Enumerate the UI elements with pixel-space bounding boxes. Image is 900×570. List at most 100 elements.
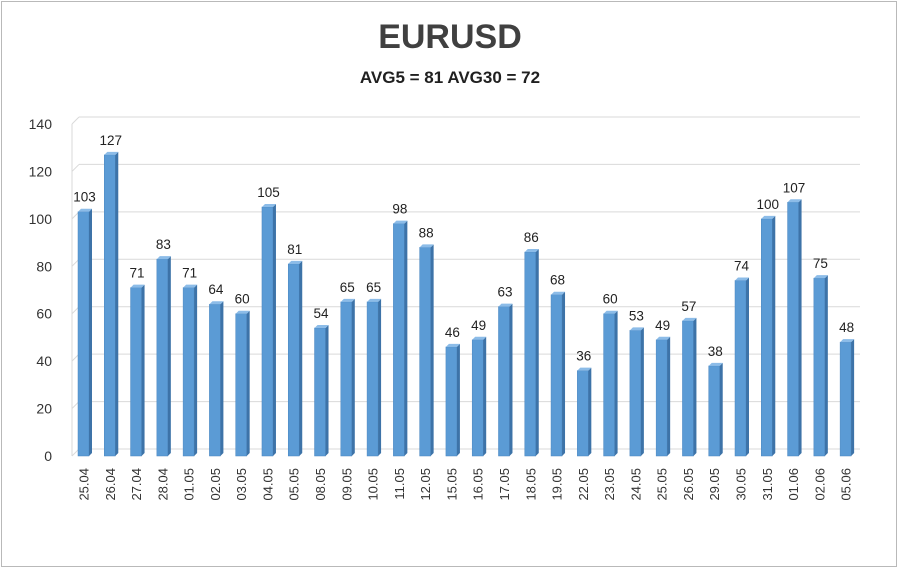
x-axis-ticks: 25.04 26.04 27.04 28.04 01.05 02.05 03.05 04.05…	[77, 468, 854, 501]
x-tick-label: 31.05	[760, 468, 775, 501]
bar-front	[682, 320, 694, 457]
bar-front	[813, 277, 826, 457]
bar-front	[734, 280, 747, 457]
bar	[787, 199, 802, 457]
data-label: 75	[813, 256, 828, 271]
bar-top	[787, 199, 802, 203]
x-tick-label: 02.05	[208, 468, 223, 501]
data-label: 100	[757, 197, 780, 212]
bar-side	[378, 298, 382, 456]
x-tick-label: 22.05	[576, 468, 591, 501]
bar	[182, 284, 198, 457]
bar-front	[655, 339, 668, 457]
bar	[524, 249, 539, 457]
y-tick-label: 100	[29, 211, 53, 227]
data-label: 81	[287, 242, 302, 257]
data-label: 57	[681, 299, 696, 314]
bar-front	[708, 365, 720, 457]
bar	[156, 256, 171, 457]
bar-top	[419, 244, 434, 248]
x-tick-label: 26.05	[681, 468, 696, 501]
bar-front	[524, 251, 537, 457]
x-tick-label: 05.06	[839, 468, 854, 501]
x-tick-label: 15.05	[444, 468, 459, 501]
bar	[261, 204, 276, 457]
bar-side	[456, 343, 460, 456]
bar	[839, 339, 855, 457]
bar	[498, 303, 513, 457]
y-tick-label: 80	[36, 258, 52, 274]
x-tick-label: 11.05	[392, 468, 407, 500]
y-tick-label: 120	[29, 163, 53, 179]
bar-top	[840, 339, 855, 343]
bar-front	[340, 301, 353, 457]
bar	[813, 275, 828, 457]
x-tick-label: 19.05	[550, 468, 565, 501]
x-tick-label: 16.05	[471, 468, 486, 501]
data-label: 88	[419, 225, 434, 240]
bar-side	[194, 284, 198, 456]
data-label: 38	[708, 344, 723, 359]
bar-side	[115, 151, 119, 457]
data-label: 127	[100, 133, 123, 148]
x-tick-label: 30.05	[734, 468, 749, 501]
data-label: 65	[366, 280, 381, 295]
x-tick-label: 09.05	[339, 468, 354, 501]
bar-side	[588, 367, 592, 456]
bar	[603, 310, 618, 457]
x-tick-label: 08.05	[313, 468, 328, 501]
bar-side	[509, 303, 513, 456]
bar-front	[550, 294, 563, 457]
bar-front	[577, 370, 589, 457]
data-label: 107	[783, 180, 806, 195]
bar-front	[471, 339, 484, 457]
bar	[734, 277, 749, 457]
bar-front	[393, 223, 405, 457]
y-tick-label: 20	[36, 401, 52, 417]
data-label: 68	[550, 273, 565, 288]
x-tick-label: 12.05	[418, 468, 433, 501]
bar	[104, 151, 119, 457]
bar-side	[640, 327, 644, 456]
bar-top	[498, 303, 513, 307]
data-label: 71	[130, 266, 145, 281]
bar-side	[404, 220, 408, 456]
x-tick-label: 26.04	[103, 468, 118, 501]
bar	[682, 317, 697, 457]
bar	[314, 324, 329, 457]
bar-top	[235, 310, 250, 314]
bar-top	[813, 275, 828, 279]
x-tick-label: 25.05	[655, 468, 670, 501]
bar-top	[314, 324, 329, 328]
y-tick-label: 40	[36, 353, 52, 369]
bar-side	[246, 310, 250, 456]
bar-top	[682, 317, 697, 321]
data-label: 49	[471, 318, 486, 333]
bar	[655, 336, 671, 457]
bar-front	[77, 211, 90, 457]
gridline-depth	[71, 116, 80, 125]
bar-top	[130, 284, 145, 288]
data-label: 83	[156, 237, 171, 252]
bar-side	[824, 275, 828, 456]
bar	[419, 244, 434, 457]
chart-title: EURUSD	[378, 18, 522, 56]
x-tick-label: 18.05	[523, 468, 538, 501]
bar-top	[288, 260, 303, 264]
bar-top	[78, 208, 92, 212]
bar-top	[577, 367, 592, 371]
bar-top	[656, 336, 671, 340]
bar-front	[603, 313, 615, 457]
bar-top	[367, 298, 382, 302]
bar-front	[156, 258, 169, 457]
bar-side	[798, 199, 802, 456]
bar	[445, 343, 460, 457]
bar-front	[314, 327, 326, 457]
bar-top	[524, 249, 539, 253]
bar-side	[220, 301, 224, 456]
bar-side	[89, 208, 92, 456]
x-tick-label: 25.04	[77, 468, 92, 501]
x-tick-label: 10.05	[366, 468, 381, 501]
y-tick-label: 0	[44, 448, 52, 464]
